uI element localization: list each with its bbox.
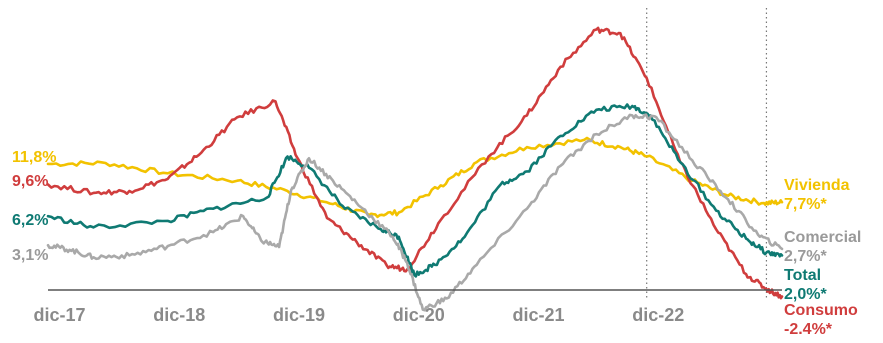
end-label-total-value: 2,0%*: [784, 286, 827, 303]
x-tick-label: dic-22: [632, 305, 684, 325]
x-tick-labels: dic-17 dic-18 dic-19 dic-20 dic-21 dic-22: [34, 305, 685, 325]
x-tick-label: dic-19: [273, 305, 325, 325]
end-label-consumo-name: Consumo: [784, 302, 858, 319]
end-label-comercial-name: Comercial: [784, 229, 861, 246]
series-end-labels: Vivienda 7,7%* Consumo -2.4%* Total 2,0%* Come…: [784, 177, 861, 338]
x-tick-label: dic-17: [34, 305, 86, 325]
start-label-total: 6,2%: [12, 212, 48, 229]
x-tick-label: dic-18: [153, 305, 205, 325]
start-label-vivienda: 11,8%: [12, 149, 56, 166]
x-tick-label: dic-20: [393, 305, 445, 325]
series-lines: [46, 26, 784, 312]
series-line-comercial: [46, 113, 784, 312]
series-line-total: [46, 103, 784, 278]
start-label-consumo: 9,6%: [12, 173, 48, 190]
end-label-comercial-value: 2,7%*: [784, 248, 827, 265]
series-line-consumo: [46, 26, 784, 300]
reference-lines: [646, 8, 768, 300]
series-start-labels: 11,8% 9,6% 6,2% 3,1%: [12, 149, 56, 264]
end-label-vivienda-name: Vivienda: [784, 177, 850, 194]
x-tick-label: dic-21: [513, 305, 565, 325]
end-label-consumo-value: -2.4%*: [784, 321, 833, 338]
start-label-comercial: 3,1%: [12, 247, 48, 264]
end-label-vivienda-value: 7,7%*: [784, 196, 827, 213]
end-label-total-name: Total: [784, 267, 821, 284]
